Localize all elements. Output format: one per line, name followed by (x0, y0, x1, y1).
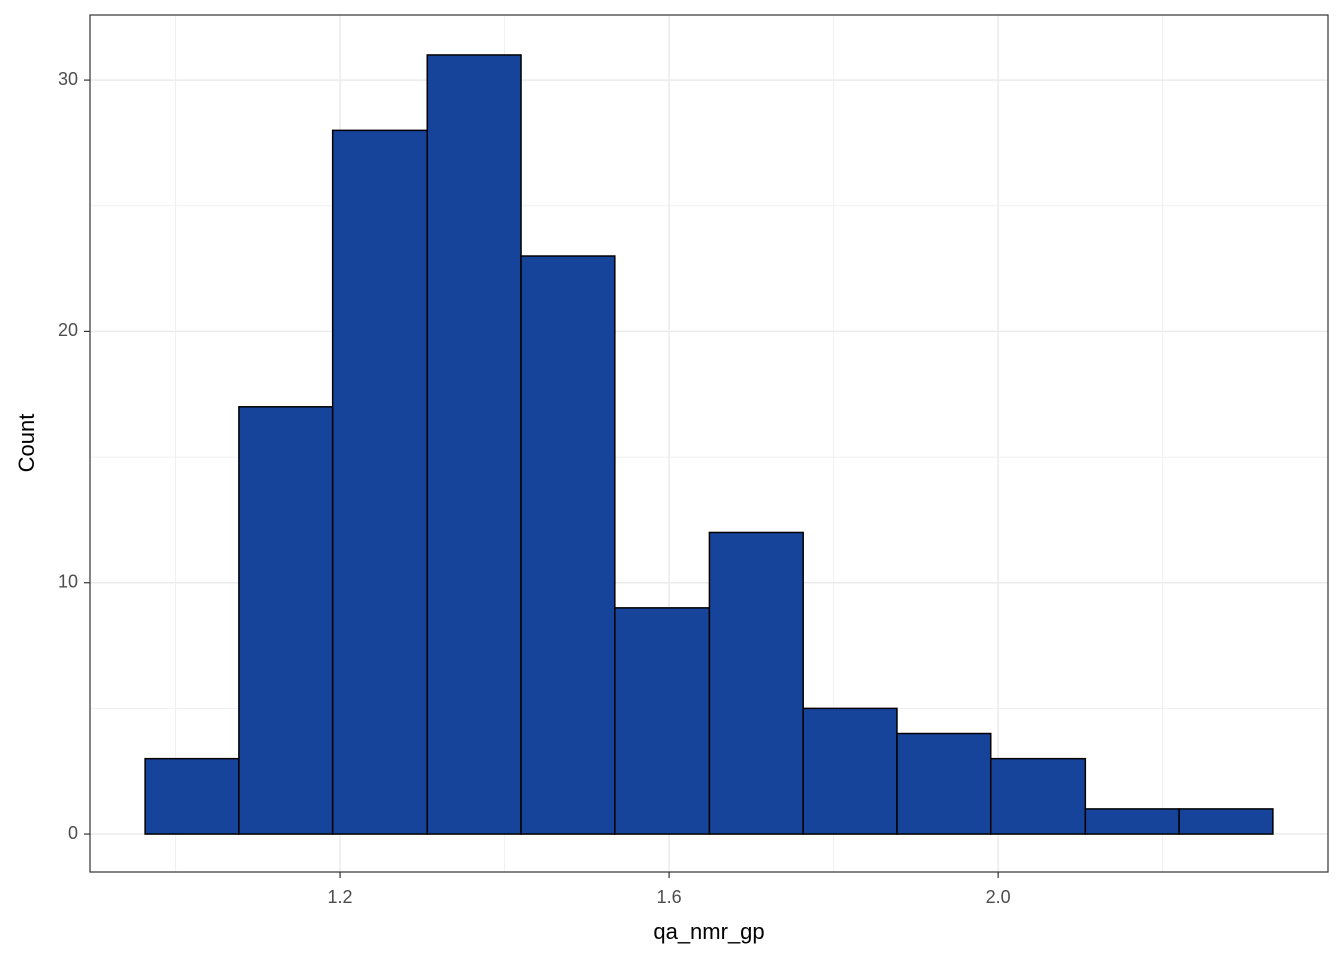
bar (1084, 808, 1180, 835)
x-tick-label: 1.6 (657, 887, 682, 907)
bar (896, 732, 992, 835)
bar (238, 406, 334, 835)
x-tick-label: 2.0 (986, 887, 1011, 907)
y-tick-label: 10 (58, 571, 78, 591)
bar (144, 757, 240, 835)
bar (614, 607, 711, 835)
bar (802, 707, 898, 835)
x-axis-title: qa_nmr_gp (653, 919, 764, 944)
bar (331, 129, 429, 835)
bar (989, 757, 1087, 835)
bar (1178, 808, 1274, 835)
bar (520, 255, 616, 835)
x-tick-label: 1.2 (328, 887, 353, 907)
y-tick-label: 20 (58, 320, 78, 340)
panel-border (89, 14, 1329, 873)
y-tick-label: 0 (68, 823, 78, 843)
y-tick-label: 30 (58, 69, 78, 89)
bar (426, 54, 522, 835)
bar (708, 531, 804, 835)
y-axis-title: Count (14, 414, 39, 473)
